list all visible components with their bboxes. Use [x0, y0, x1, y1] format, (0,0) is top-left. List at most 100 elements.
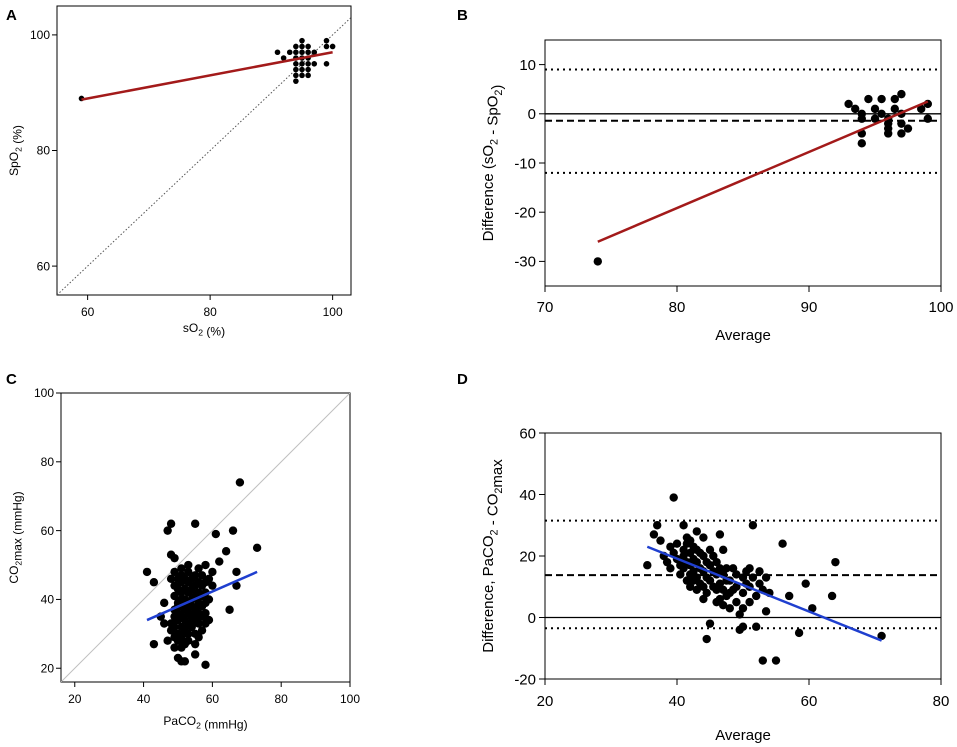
- panel-a-point-5: [293, 49, 299, 56]
- panel-d-point-57: [712, 585, 721, 595]
- panel-d-point-49: [705, 561, 715, 570]
- panel-c-point-96: [204, 615, 214, 625]
- panel-b-point-9: [870, 104, 880, 114]
- panel-a-point-26: [323, 37, 330, 44]
- panel-d-point-88: [745, 597, 754, 607]
- panel-a-point-22: [305, 66, 311, 73]
- panel-a-point-7: [293, 61, 299, 67]
- panel-d-point-26: [686, 582, 695, 591]
- panel-a-ytick-label-1: 80: [37, 144, 51, 158]
- panel-c-point-79: [194, 619, 203, 628]
- panel-a-y-axis-label: SpO2 (%): [7, 125, 25, 176]
- panel-d-point-29: [689, 567, 698, 576]
- panel-d-point-67: [722, 564, 731, 573]
- panel-b-xtick-label-0: 70: [537, 299, 554, 316]
- panel-a-point-27: [323, 43, 330, 50]
- panel-c-ytick-label-0: 20: [41, 661, 55, 675]
- panel-d-point-23: [686, 548, 695, 558]
- panel-d-point-40: [699, 551, 708, 561]
- panel-c-point-103: [228, 526, 238, 535]
- panel-d-point-101: [778, 539, 787, 548]
- panel-d-point-13: [676, 570, 685, 579]
- panel-a-point-2: [280, 55, 287, 61]
- panel-d-point-65: [719, 585, 728, 595]
- panel-d-point-59: [715, 530, 725, 539]
- panel-c-point-50: [184, 560, 193, 570]
- panel-c-point-98: [208, 581, 217, 590]
- panel-d-point-9: [669, 548, 678, 558]
- panel-a-ytick-label-2: 100: [30, 28, 50, 42]
- panel-c-point-14: [170, 567, 179, 577]
- panel-d-point-6: [666, 542, 675, 551]
- panel-b-x-axis-label: Average: [715, 327, 771, 344]
- panel-d-point-108: [877, 631, 886, 641]
- panel-d-point-97: [761, 573, 771, 582]
- panel-d-point-92: [752, 622, 761, 631]
- panel-b-point-1: [844, 99, 853, 109]
- panel-c-point-49: [180, 657, 190, 666]
- panel-d-point-100: [771, 656, 781, 665]
- panel-c-point-13: [170, 553, 179, 563]
- panel-c-xtick-label-0: 20: [68, 692, 82, 706]
- panel-d-point-63: [719, 545, 728, 555]
- panel-c-point-81: [197, 571, 207, 580]
- panel-b-point-21: [897, 89, 906, 99]
- panel-d-point-35: [692, 585, 701, 595]
- panel-d-point-42: [699, 582, 708, 591]
- panel-b-point-23: [917, 104, 926, 114]
- panel-c-point-4: [160, 598, 169, 608]
- panel-c-ytick-label-2: 60: [41, 524, 55, 538]
- panel-d-point-98: [761, 607, 771, 616]
- panel-a-point-1: [274, 49, 281, 56]
- panel-c-point-10: [166, 574, 176, 583]
- panel-b-point-24: [923, 114, 932, 123]
- panel-d-point-79: [735, 610, 744, 619]
- panel-d-y-axis-label: Difference, PaCO2 - CO2max: [480, 459, 506, 653]
- panel-a-point-10: [293, 78, 299, 84]
- panel-a-point-28: [323, 61, 330, 67]
- panel-a-point-11: [299, 37, 305, 44]
- panel-d-point-107: [831, 557, 840, 567]
- panel-d-point-102: [785, 591, 794, 601]
- panel-d-point-83: [738, 622, 748, 631]
- panel-d-xtick-label-3: 80: [933, 693, 950, 710]
- panel-a-xtick-label-1: 80: [203, 305, 217, 319]
- panel-d-point-8: [669, 493, 678, 502]
- panel-d: D 20 40 60 80 -20 0 20 40 60 Average Difference, P…: [457, 371, 949, 744]
- panel-c-point-80: [194, 633, 203, 642]
- panel-c-point-91: [201, 608, 210, 618]
- panel-d-point-75: [732, 570, 741, 579]
- panel-c-point-58: [184, 636, 193, 645]
- panel-c-xtick-label-1: 40: [137, 692, 151, 706]
- panel-c-regression-line: [146, 570, 258, 622]
- panel-c-point-31: [177, 564, 186, 573]
- panel-d-point-7: [666, 564, 675, 573]
- panel-b-ytick-label-4: 10: [519, 57, 536, 74]
- panel-d-point-86: [745, 564, 754, 573]
- panel-c-point-102: [225, 605, 234, 614]
- panel-a-point-17: [299, 72, 305, 79]
- panel-b-point-0: [593, 257, 602, 266]
- panel-b-point-6: [857, 109, 866, 119]
- panel-d-point-81: [738, 588, 748, 598]
- panel-d-xtick-label-1: 40: [669, 693, 686, 710]
- panel-b-point-7: [864, 94, 873, 104]
- panel-d-point-33: [692, 557, 701, 567]
- panel-c-label: C: [6, 371, 17, 388]
- panel-a-point-16: [299, 66, 305, 73]
- panel-c-ytick-label-4: 100: [34, 386, 54, 400]
- panel-a-label: A: [6, 7, 17, 24]
- panel-b-point-8: [870, 114, 880, 123]
- panel-d-point-61: [715, 579, 725, 588]
- panel-d-plot-frame: [544, 432, 942, 680]
- panel-b-point-20: [897, 129, 906, 138]
- panel-a-point-15: [299, 61, 305, 67]
- panel-b-point-15: [884, 129, 893, 138]
- panel-a-ytick-label-0: 60: [37, 259, 51, 273]
- panel-b-ytick-label-2: -10: [514, 155, 536, 172]
- panel-d-point-34: [692, 573, 701, 582]
- panel-d-point-72: [725, 604, 734, 613]
- panel-c-point-21: [170, 643, 179, 652]
- panel-a-regression-line: [81, 51, 333, 101]
- panel-c-point-19: [170, 622, 179, 632]
